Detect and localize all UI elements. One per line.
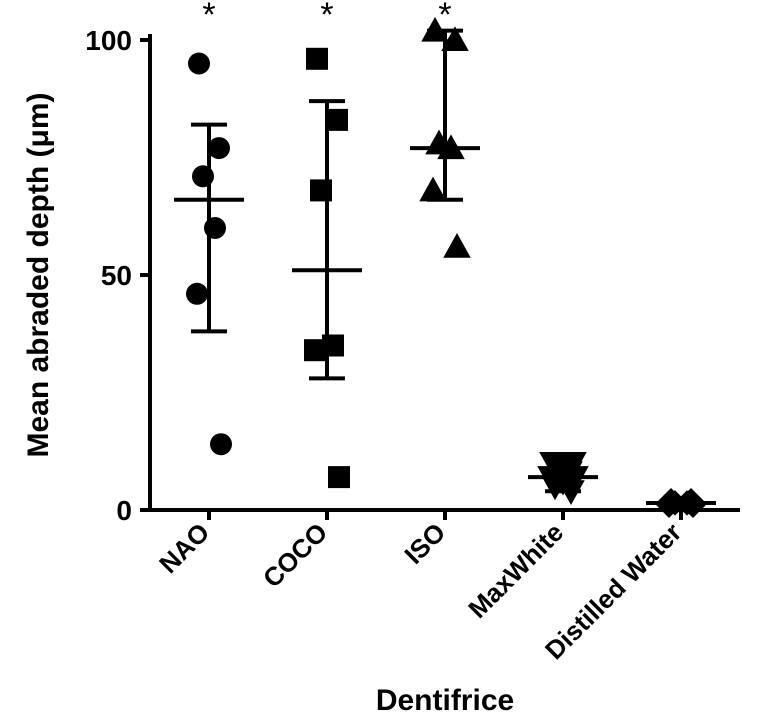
- y-axis-label: Mean abraded depth (μm): [22, 92, 55, 457]
- y-tick-label: 100: [85, 25, 132, 56]
- significance-marker: *: [320, 0, 333, 34]
- chart-container: 0 50 100 Mean abraded depth (μm) NAO COCO ISOM…: [0, 0, 780, 728]
- data-point: [310, 179, 332, 201]
- data-point: [204, 217, 226, 239]
- data-point: [304, 339, 326, 361]
- x-axis-label: Dentifrice: [376, 684, 514, 717]
- data-point: [326, 109, 348, 131]
- x-tick-label: MaxWhite: [462, 517, 569, 624]
- y-tick-label: 50: [101, 260, 132, 291]
- data-point: [419, 177, 447, 202]
- data-point: [328, 466, 350, 488]
- significance-marker: *: [438, 0, 451, 34]
- x-tick-label: NAO: [153, 517, 215, 579]
- significance-marker: *: [202, 0, 215, 34]
- x-tick-label: ISO: [398, 517, 451, 570]
- x-tick-label: COCO: [257, 517, 333, 593]
- scatter-chart: 0 50 100 Mean abraded depth (μm) NAO COCO ISOM…: [0, 0, 780, 728]
- data-point: [443, 233, 471, 258]
- data-point: [186, 283, 208, 305]
- data-point: [208, 137, 230, 159]
- data-point: [306, 48, 328, 70]
- data-point: [188, 53, 210, 75]
- data-point: [192, 165, 214, 187]
- y-tick-label: 0: [116, 495, 132, 526]
- data-point: [210, 433, 232, 455]
